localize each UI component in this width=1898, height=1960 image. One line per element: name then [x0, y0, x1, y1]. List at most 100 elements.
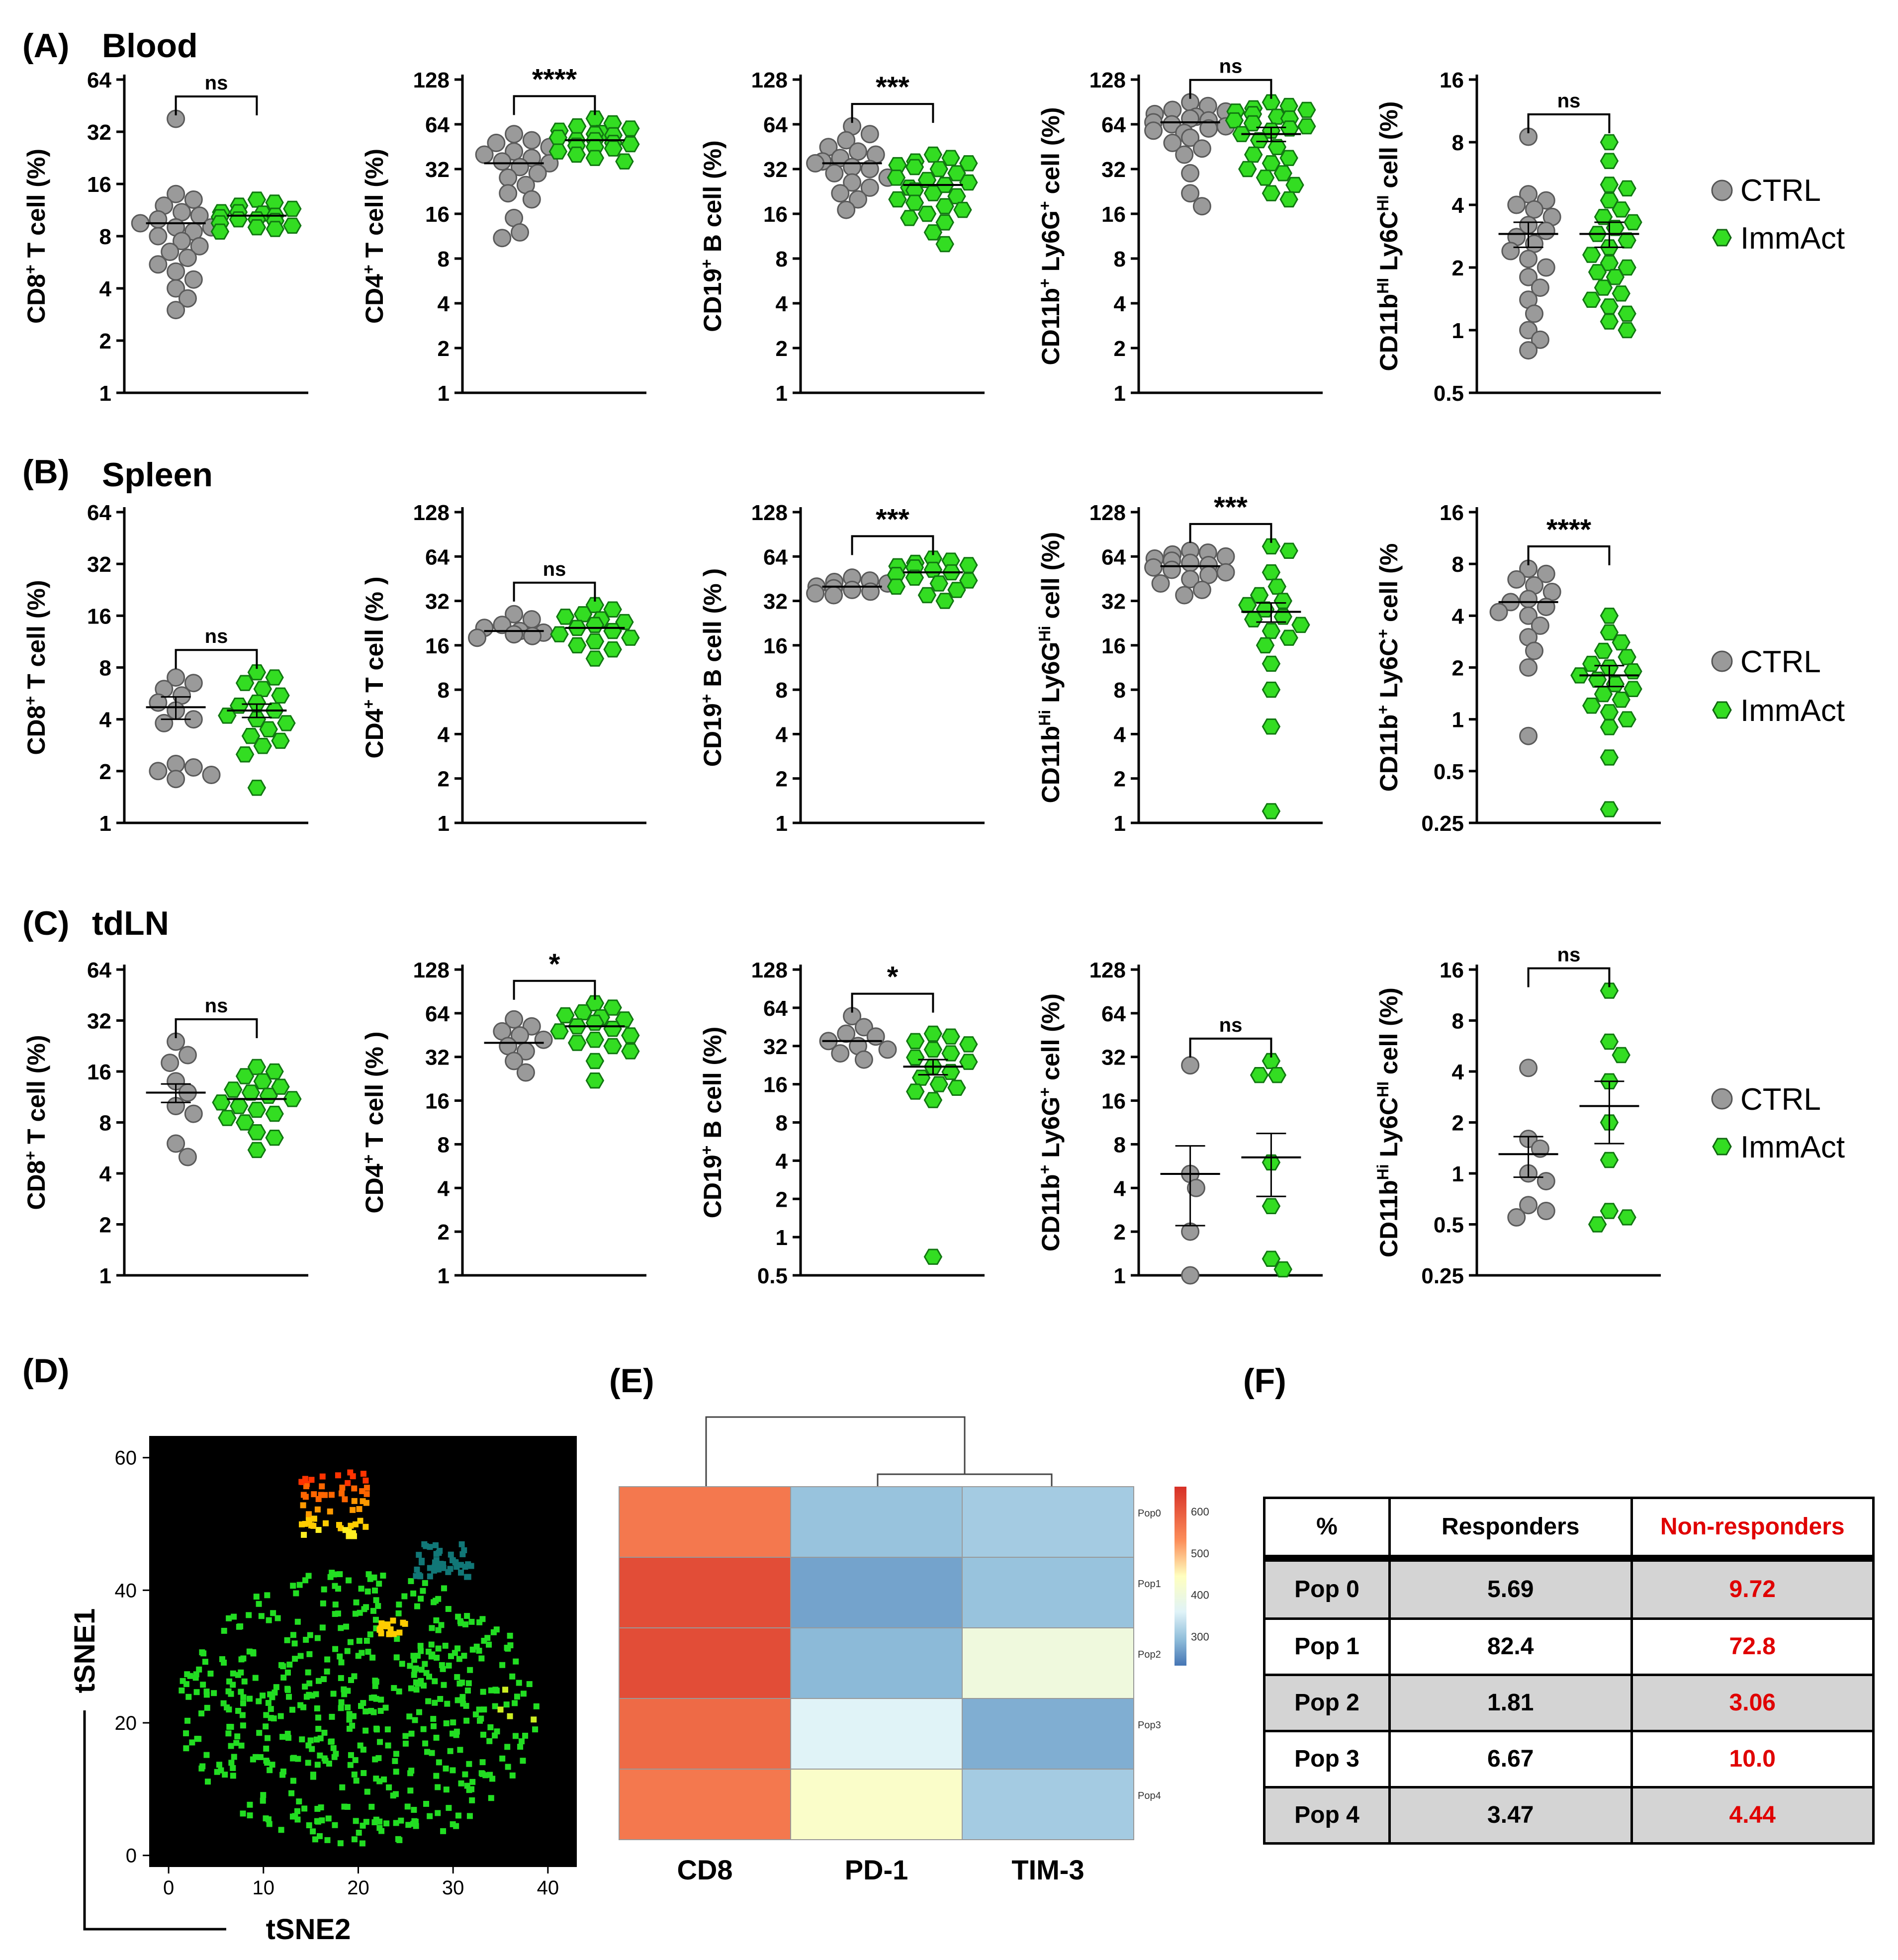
- heatmap-row-label: Pop1: [1138, 1579, 1161, 1590]
- y-tick-label: 1: [1114, 811, 1126, 836]
- tsne-point: [425, 1648, 432, 1655]
- tsne-point: [185, 1693, 192, 1700]
- tsne-point: [484, 1635, 491, 1641]
- tsne-point: [296, 1798, 302, 1805]
- tsne-point: [258, 1613, 265, 1619]
- immact-point: [235, 675, 255, 691]
- ctrl-point: [167, 1134, 185, 1153]
- tsne-point: [503, 1701, 510, 1708]
- tsne-point: [247, 1812, 253, 1819]
- panel-letter-f: (F): [1243, 1362, 1286, 1400]
- ctrl-point: [167, 668, 185, 687]
- y-axis-label: CD19+ B cell (% ): [698, 568, 726, 767]
- ctrl-point: [505, 1010, 524, 1029]
- ctrl-point: [1525, 200, 1543, 219]
- immact-point: [1594, 686, 1613, 703]
- tsne-point: [435, 1566, 442, 1573]
- tsne-point: [350, 1530, 357, 1536]
- ctrl-point: [161, 1054, 180, 1072]
- tsne-point: [411, 1672, 417, 1678]
- tsne-point: [414, 1603, 421, 1609]
- significance-label: ***: [876, 71, 909, 103]
- tsne-point: [431, 1567, 437, 1574]
- tsne-point: [370, 1607, 376, 1614]
- tsne-point: [265, 1735, 271, 1741]
- tsne-point: [305, 1573, 312, 1579]
- immact-point: [941, 150, 960, 166]
- tsne-point: [364, 1588, 371, 1595]
- table-header-row: % Responders Non-responders: [1263, 1496, 1875, 1562]
- tsne-point: [476, 1706, 482, 1713]
- tsne-point: [467, 1667, 473, 1673]
- tsne-point: [461, 1547, 467, 1553]
- tsne-point: [479, 1759, 486, 1766]
- ctrl-point: [149, 255, 168, 274]
- ctrl-point: [528, 164, 547, 182]
- y-axis-label-superscript: +: [1374, 629, 1392, 638]
- tsne-point: [284, 1637, 290, 1643]
- tsne-point: [324, 1837, 331, 1843]
- y-tick-label: 4: [438, 1176, 450, 1201]
- ctrl-point: [173, 203, 191, 222]
- y-axis-label: CD8+ T cell (%): [21, 149, 50, 324]
- tsne-point: [295, 1756, 301, 1762]
- table-cell: Pop 0: [1263, 1557, 1391, 1620]
- ctrl-point: [1519, 590, 1538, 609]
- tsne-point: [230, 1773, 236, 1779]
- y-tick-label: 128: [413, 958, 450, 982]
- heatmap-cell: [962, 1627, 1134, 1699]
- immact-point: [1273, 1261, 1292, 1278]
- immact-point: [229, 698, 249, 714]
- y-tick-label: 8: [776, 1111, 788, 1136]
- tsne-point: [335, 1472, 341, 1479]
- table-cell: 10.0: [1630, 1729, 1875, 1788]
- immact-point: [1262, 681, 1281, 698]
- tsne-point: [347, 1469, 354, 1476]
- tsne-point: [240, 1700, 247, 1706]
- y-tick-label: 0.5: [1434, 760, 1464, 784]
- ctrl-point: [849, 142, 867, 161]
- tsne-point: [345, 1480, 351, 1486]
- ctrl-point: [1525, 641, 1543, 660]
- tsne-point: [514, 1693, 520, 1700]
- y-axis-label-text: CD11b: [1037, 288, 1065, 365]
- tsne-point: [271, 1715, 277, 1722]
- y-axis-label: CD8+ T cell (%): [21, 580, 50, 755]
- y-tick-label: 8: [1114, 247, 1126, 271]
- immact-point: [1244, 611, 1263, 627]
- ctrl-point: [1216, 547, 1235, 566]
- immact-point: [1600, 608, 1619, 624]
- immact-point: [1297, 101, 1316, 118]
- tsne-point: [440, 1828, 447, 1834]
- y-tick-label: 32: [1101, 158, 1126, 182]
- heatmap-labels: Pop0 Pop1 Pop2 Pop3 Pop4 CD8 PD-1 TIM-3: [677, 1508, 1161, 1885]
- y-axis-label-superscript: +: [21, 696, 39, 706]
- tsne-point: [406, 1713, 413, 1720]
- immact-point: [923, 1025, 943, 1042]
- tsne-point: [199, 1649, 205, 1656]
- immact-point: [218, 708, 237, 724]
- ctrl-point: [167, 770, 185, 789]
- tsne-point: [333, 1751, 339, 1757]
- y-tick-label: 1: [776, 811, 788, 836]
- y-tick-label: 2: [438, 337, 450, 361]
- tsne-point: [302, 1520, 308, 1527]
- ctrl-point: [1181, 553, 1200, 572]
- tsne-point: [307, 1737, 314, 1744]
- tsne-point: [273, 1684, 279, 1691]
- ctrl-point: [468, 628, 487, 647]
- tsne-point: [356, 1506, 362, 1513]
- y-tick-label: 1: [99, 1264, 111, 1288]
- tsne-point: [313, 1691, 319, 1697]
- tsne-point: [393, 1654, 400, 1661]
- immact-point: [1279, 542, 1298, 559]
- tsne-point: [402, 1620, 408, 1627]
- ctrl-point: [1181, 1056, 1200, 1075]
- immact-point: [1618, 305, 1636, 322]
- tsne-point: [432, 1678, 438, 1685]
- legend-immact-label: ImmAct: [1740, 694, 1845, 728]
- immact-point: [1600, 313, 1619, 330]
- tsne-point: [332, 1602, 339, 1608]
- tsne-point: [438, 1622, 445, 1628]
